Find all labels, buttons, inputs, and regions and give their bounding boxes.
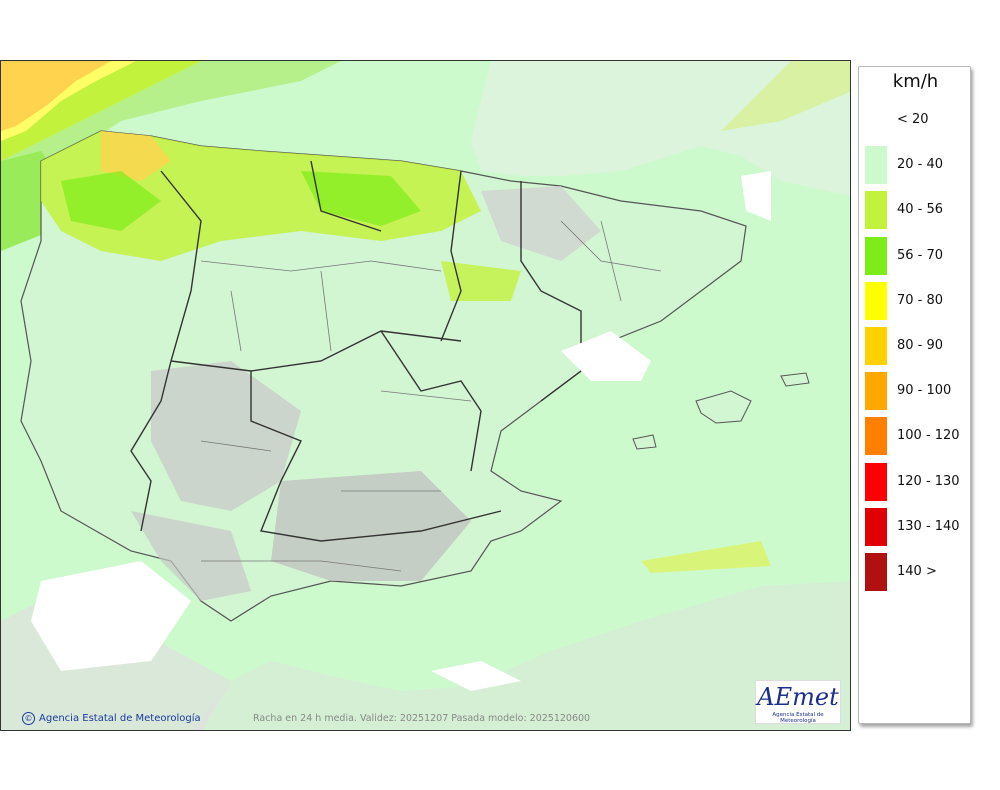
africa-land — [192, 581, 850, 730]
legend-item: 100 - 120 — [859, 417, 972, 457]
galicia-gust — [101, 131, 171, 181]
france-land — [471, 61, 850, 196]
legend-item: 40 - 56 — [859, 191, 972, 231]
relief-west — [151, 361, 301, 511]
low-wind-patch-alboran — [431, 661, 521, 691]
legend-swatch — [865, 553, 887, 591]
province-borders — [200, 220, 662, 572]
legend-item: 140 > — [859, 553, 972, 593]
low-wind-patch-gulf — [741, 171, 771, 221]
mallorca-island — [695, 390, 752, 424]
wind-band-80-90 — [1, 61, 111, 131]
cantabria-gust — [301, 171, 421, 226]
ibiza-island — [632, 434, 657, 450]
legend-item: 20 - 40 — [859, 146, 972, 186]
relief-northeast — [481, 186, 601, 261]
legend: km/h < 20 20 - 40 40 - 56 56 - 70 70 - 80 80 … — [858, 66, 971, 724]
aemet-logo: AEmet Agencia Estatal de Meteorología — [755, 680, 841, 724]
legend-label: 20 - 40 — [897, 157, 944, 173]
legend-swatch — [865, 372, 887, 411]
menorca-island — [780, 372, 810, 387]
logo-subtitle: Agencia Estatal de Meteorología — [772, 712, 824, 724]
legend-item: 120 - 130 — [859, 462, 972, 503]
legend-swatch — [865, 146, 887, 185]
legend-item: 80 - 90 — [859, 327, 972, 367]
legend-label: 40 - 56 — [897, 202, 944, 218]
logo-text: AEmet — [757, 683, 839, 711]
legend-label: 56 - 70 — [897, 247, 944, 263]
low-wind-patch-atlantic — [31, 561, 191, 671]
legend-swatch — [865, 281, 887, 320]
legend-item: 90 - 100 — [859, 372, 972, 412]
legend-label: 140 > — [897, 564, 937, 579]
legend-label: 120 - 130 — [897, 473, 960, 489]
legend-label: 90 - 100 — [897, 383, 952, 399]
legend-item: 56 - 70 — [859, 236, 972, 277]
low-wind-patch-valencia — [561, 331, 651, 381]
legend-label: 100 - 120 — [897, 428, 960, 444]
legend-swatch — [865, 462, 887, 501]
legend-swatch — [865, 417, 887, 456]
relief-southwest — [131, 511, 251, 601]
legend-item: 130 - 140 — [859, 507, 972, 548]
legend-label: < 20 — [897, 112, 929, 127]
agency-credit: © Agencia Estatal de Meteorología — [22, 712, 201, 725]
legend-label: 70 - 80 — [897, 292, 944, 308]
region-borders — [130, 160, 582, 542]
map-graphic — [1, 61, 850, 730]
legend-swatch — [865, 191, 887, 230]
northwest-gust — [61, 171, 161, 231]
legend-swatch — [865, 101, 887, 139]
wind-patch-se — [641, 541, 771, 573]
credit-text: Agencia Estatal de Meteorología — [39, 713, 201, 724]
legend-label: 130 - 140 — [897, 518, 960, 534]
legend-swatch — [865, 236, 887, 275]
relief-south — [271, 471, 471, 581]
legend-label: 80 - 90 — [897, 338, 944, 353]
legend-title: km/h — [892, 71, 939, 92]
legend-swatch — [865, 327, 887, 365]
copyright-icon: © — [22, 712, 35, 725]
legend-item: 70 - 80 — [859, 281, 972, 322]
wind-gust-map — [0, 60, 851, 731]
legend-item: < 20 — [859, 101, 972, 141]
validity-caption: Racha en 24 h media. Validez: 20251207 P… — [253, 713, 591, 724]
legend-swatch — [865, 507, 887, 546]
